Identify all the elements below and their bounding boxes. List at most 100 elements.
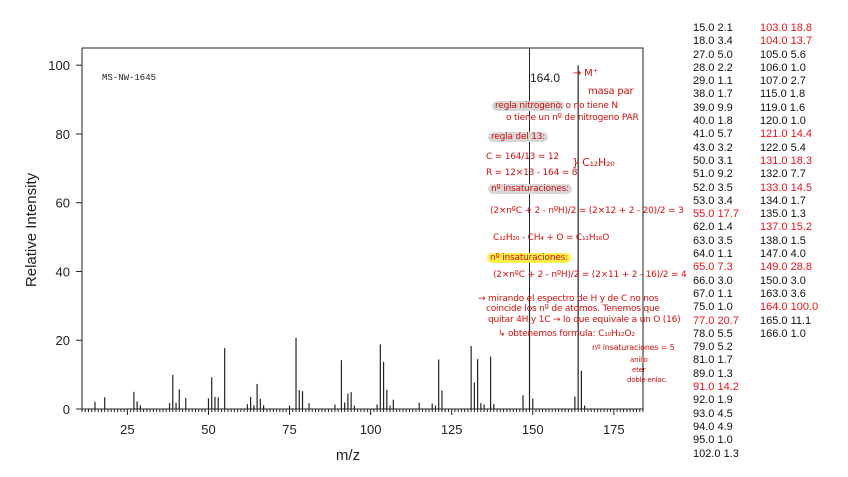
peak-table-col1: 15.0 2.1 18.0 3.4 27.0 5.0 28.0 2.2 29.0 1.1… bbox=[693, 22, 739, 461]
peak-table-row: 28.0 2.2 bbox=[693, 61, 733, 74]
peak-table-row: 78.0 5.5 bbox=[693, 327, 733, 340]
peak-table-row: 133.0 14.5 bbox=[760, 181, 812, 194]
peak-table-row: 43.0 3.2 bbox=[693, 141, 733, 154]
y-tick-label: 60 bbox=[56, 196, 70, 211]
note-r-eq: R = 12×13 - 164 = 8 bbox=[486, 168, 578, 178]
peak-table-row: 93.0 4.5 bbox=[693, 407, 733, 420]
peak-table-row: 67.0 1.1 bbox=[693, 287, 733, 300]
peak-table-row: 27.0 5.0 bbox=[693, 48, 733, 61]
note-regla-13: regla del 13: bbox=[488, 132, 549, 142]
peak-table-row: 134.0 1.7 bbox=[760, 194, 806, 207]
note-masa-par: masa par bbox=[588, 86, 634, 97]
peak-table-row: 107.0 2.7 bbox=[760, 75, 806, 88]
y-tick-label: 0 bbox=[63, 402, 70, 417]
peak-table-row: 66.0 3.0 bbox=[693, 274, 733, 287]
peak-table-row: 122.0 5.4 bbox=[760, 141, 806, 154]
peak-table-row: 39.0 9.9 bbox=[693, 101, 733, 114]
peak-table-row: 147.0 4.0 bbox=[760, 248, 806, 261]
y-tick-label: 100 bbox=[48, 58, 70, 73]
peak-label: 164.0 bbox=[530, 71, 560, 85]
peak-table-row: 119.0 1.6 bbox=[760, 101, 806, 114]
peak-table-row: 53.0 3.4 bbox=[693, 194, 733, 207]
peak-table-row: 150.0 3.0 bbox=[760, 274, 806, 287]
peak-table-row: 55.0 17.7 bbox=[693, 208, 739, 221]
peak-table-row: 29.0 1.1 bbox=[693, 75, 733, 88]
peak-table-row: 105.0 5.6 bbox=[760, 48, 806, 61]
note-insat2: nº insaturaciones: bbox=[487, 253, 571, 263]
peak-table-row: 51.0 9.2 bbox=[693, 168, 733, 181]
peak-table-row: 75.0 1.0 bbox=[693, 301, 733, 314]
peak-table-row: 165.0 11.1 bbox=[760, 314, 812, 327]
note-regla-n-text: : o no tiene N bbox=[560, 101, 618, 111]
peak-table-row: 64.0 1.1 bbox=[693, 248, 733, 261]
peak-table-row: 65.0 7.3 bbox=[693, 261, 733, 274]
peak-table-row: 164.0 100.0 bbox=[760, 301, 819, 314]
y-axis-label: Relative Intensity bbox=[23, 172, 40, 287]
peak-table-row: 149.0 28.8 bbox=[760, 261, 812, 274]
peak-table-row: 15.0 2.1 bbox=[693, 22, 733, 34]
peak-table-row: 94.0 4.9 bbox=[693, 420, 733, 433]
peak-table-row: 120.0 1.0 bbox=[760, 115, 806, 128]
note-formula1: } C₁₂H₂₀ bbox=[572, 156, 615, 169]
y-tick-label: 80 bbox=[56, 127, 70, 142]
x-tick-label: 150 bbox=[522, 422, 544, 437]
peak-table-row: 102.0 1.3 bbox=[693, 447, 739, 460]
peak-table-row: 38.0 1.7 bbox=[693, 88, 733, 101]
note-final: ↳ obtenemos formula: C₁₀H₁₂O₂ bbox=[498, 329, 635, 339]
peak-table-row: 89.0 1.3 bbox=[693, 367, 733, 380]
peak-table-row: 103.0 18.8 bbox=[760, 22, 812, 34]
y-tick-label: 40 bbox=[56, 264, 70, 279]
note-regla-n-text2: o tiene un nº de nitrogeno PAR bbox=[506, 113, 639, 123]
peak-table-row: 106.0 1.0 bbox=[760, 61, 806, 74]
note-obs2: coincide los nº de atomos. Tenemos que bbox=[486, 304, 660, 314]
peak-table-row: 138.0 1.5 bbox=[760, 234, 806, 247]
peak-table-row: 81.0 1.7 bbox=[693, 354, 733, 367]
note-eter: eter bbox=[632, 366, 646, 374]
peak-table-row: 62.0 1.4 bbox=[693, 221, 733, 234]
peak-table-row: 50.0 3.1 bbox=[693, 154, 733, 167]
x-tick-label: 25 bbox=[120, 422, 134, 437]
peak-table-row: 18.0 3.4 bbox=[693, 35, 733, 48]
peak-table-row: 104.0 13.7 bbox=[760, 35, 812, 48]
peak-table-row: 40.0 1.8 bbox=[693, 115, 733, 128]
peak-table-row: 135.0 1.3 bbox=[760, 208, 806, 221]
chart-title: MS-NW-1645 bbox=[102, 73, 156, 83]
note-obs3: quitar 4H y 1C → lo que equivale a un O … bbox=[488, 315, 681, 325]
peak-table-row: 121.0 14.4 bbox=[760, 128, 812, 141]
peak-table-row: 131.0 18.3 bbox=[760, 154, 812, 167]
note-sub-eq: C₁₂H₂₀ - CH₄ + O = C₁₁H₁₆O bbox=[493, 233, 610, 243]
note-anillo: anillo bbox=[630, 356, 648, 364]
peak-table-row: 132.0 7.7 bbox=[760, 168, 806, 181]
x-tick-label: 100 bbox=[360, 422, 382, 437]
peak-table-row: 166.0 1.0 bbox=[760, 327, 806, 340]
y-tick-label: 20 bbox=[56, 333, 70, 348]
note-doble-enlace: doble enlac. bbox=[627, 376, 668, 384]
note-insat1: nº insaturaciones: bbox=[488, 184, 572, 194]
peak-table-row: 79.0 5.2 bbox=[693, 341, 733, 354]
peak-table-row: 77.0 20.7 bbox=[693, 314, 739, 327]
x-axis-label: m/z bbox=[336, 447, 360, 464]
peak-table-row: 115.0 1.8 bbox=[760, 88, 806, 101]
peak-table-row: 91.0 14.2 bbox=[693, 381, 739, 394]
peak-table-row: 41.0 5.7 bbox=[693, 128, 733, 141]
note-insat1-eq: (2×nºC + 2 - nºH)/2 = (2×12 + 2 - 20)/2 … bbox=[490, 206, 684, 216]
x-tick-label: 175 bbox=[603, 422, 625, 437]
note-c-eq: C = 164/13 = 12 bbox=[486, 152, 559, 162]
note-insat2-eq: (2×nºC + 2 - nºH)/2 = (2×11 + 2 - 16)/2 … bbox=[493, 270, 687, 280]
x-tick-label: 50 bbox=[201, 422, 215, 437]
plot-frame bbox=[81, 47, 644, 410]
peak-table-row: 163.0 3.6 bbox=[760, 287, 806, 300]
peak-table-row: 52.0 3.5 bbox=[693, 181, 733, 194]
x-tick-label: 125 bbox=[441, 422, 463, 437]
peak-table-row: 95.0 1.0 bbox=[693, 434, 733, 447]
note-regla-n: regla nitrogeno bbox=[492, 101, 564, 111]
peak-table-row: 137.0 15.2 bbox=[760, 221, 812, 234]
note-m-plus: → M⁺ bbox=[573, 68, 598, 79]
x-tick-label: 75 bbox=[282, 422, 296, 437]
peak-table-row: 92.0 1.9 bbox=[693, 394, 733, 407]
note-insat3: nº insaturaciones = 5 bbox=[592, 343, 675, 352]
peak-table-col2: 103.0 18.8 104.0 13.7 105.0 5.6 106.0 1.0 10… bbox=[760, 22, 818, 341]
note-obs1: → mirando el espectro de H y de C no nos bbox=[478, 294, 659, 304]
peak-table-row: 63.0 3.5 bbox=[693, 234, 733, 247]
